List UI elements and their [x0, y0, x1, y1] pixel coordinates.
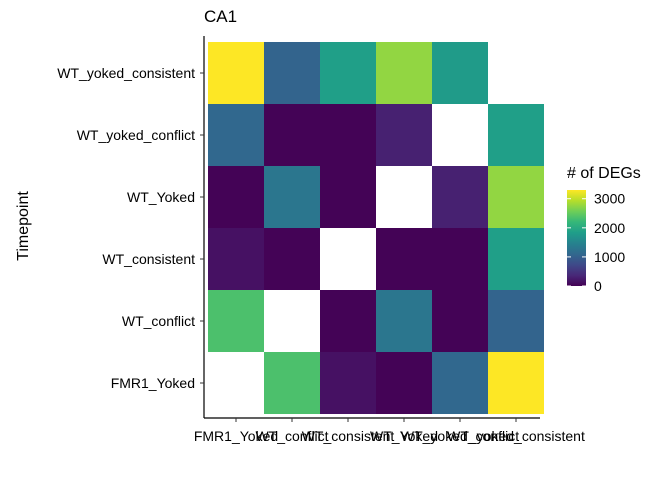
- x-tick-labels: FMR1_YokedWT_conflictWT_consistentWT_Yok…: [194, 418, 585, 444]
- heatmap-cell: [208, 42, 264, 104]
- heatmap-cell: [432, 290, 488, 352]
- y-tick-label: WT_Yoked: [127, 189, 195, 205]
- legend-tick-label: 0: [594, 278, 602, 294]
- heatmap-cell: [264, 166, 320, 228]
- legend-title: # of DEGs: [567, 165, 641, 182]
- heatmap-cell: [376, 42, 432, 104]
- heatmap-cell: [320, 42, 376, 104]
- legend-tick-label: 2000: [594, 220, 625, 236]
- heatmap-cell: [376, 166, 432, 228]
- heatmap-cell: [320, 352, 376, 414]
- x-tick-label: WT_consistent: [302, 428, 395, 444]
- heatmap-cells: [208, 42, 544, 414]
- heatmap-cell: [208, 228, 264, 290]
- heatmap-cell: [488, 42, 544, 104]
- heatmap-cell: [264, 290, 320, 352]
- y-tick-label: WT_yoked_consistent: [57, 65, 195, 81]
- heatmap-cell: [488, 228, 544, 290]
- heatmap-cell: [320, 228, 376, 290]
- heatmap-cell: [376, 352, 432, 414]
- y-tick-label: FMR1_Yoked: [111, 375, 195, 391]
- legend-colorbar: [567, 190, 586, 286]
- heatmap-cell: [320, 166, 376, 228]
- x-tick-label: WT_conflict: [255, 428, 328, 444]
- heatmap-cell: [432, 166, 488, 228]
- y-tick-labels: WT_yoked_consistent WT_yoked_conflict WT_Y…: [57, 65, 204, 391]
- color-legend: # of DEGs 0 1000 2000 3000: [567, 165, 641, 294]
- x-tick-label: WT_yoked_conflict: [401, 428, 519, 444]
- heatmap-cell: [432, 228, 488, 290]
- heatmap-cell: [264, 228, 320, 290]
- heatmap-cell: [320, 104, 376, 166]
- chart-title: CA1: [204, 7, 237, 26]
- y-tick-label: WT_yoked_conflict: [77, 127, 195, 143]
- y-axis-title: Timepoint: [15, 191, 32, 261]
- heatmap-cell: [208, 104, 264, 166]
- x-tick-label: WT_Yoked: [370, 428, 438, 444]
- legend-tick-label: 3000: [594, 191, 625, 207]
- heatmap-cell: [488, 290, 544, 352]
- heatmap-cell: [488, 352, 544, 414]
- y-tick-label: WT_conflict: [122, 313, 195, 329]
- axes: [203, 36, 540, 419]
- heatmap-cell: [264, 42, 320, 104]
- heatmap-cell: [432, 352, 488, 414]
- heatmap-cell: [208, 290, 264, 352]
- heatmap-cell: [376, 228, 432, 290]
- x-tick-label: FMR1_Yoked: [194, 428, 278, 444]
- heatmap-cell: [488, 104, 544, 166]
- heatmap-cell: [432, 104, 488, 166]
- legend-tick-label: 1000: [594, 249, 625, 265]
- heatmap-cell: [208, 166, 264, 228]
- heatmap-cell: [376, 104, 432, 166]
- heatmap-cell: [320, 290, 376, 352]
- heatmap-cell: [208, 352, 264, 414]
- x-tick-label: WT_yoked_consistent: [447, 428, 585, 444]
- heatmap-cell: [488, 166, 544, 228]
- heatmap-cell: [264, 104, 320, 166]
- heatmap-cell: [432, 42, 488, 104]
- y-tick-label: WT_consistent: [102, 251, 195, 267]
- heatmap-cell: [264, 352, 320, 414]
- heatmap-cell: [376, 290, 432, 352]
